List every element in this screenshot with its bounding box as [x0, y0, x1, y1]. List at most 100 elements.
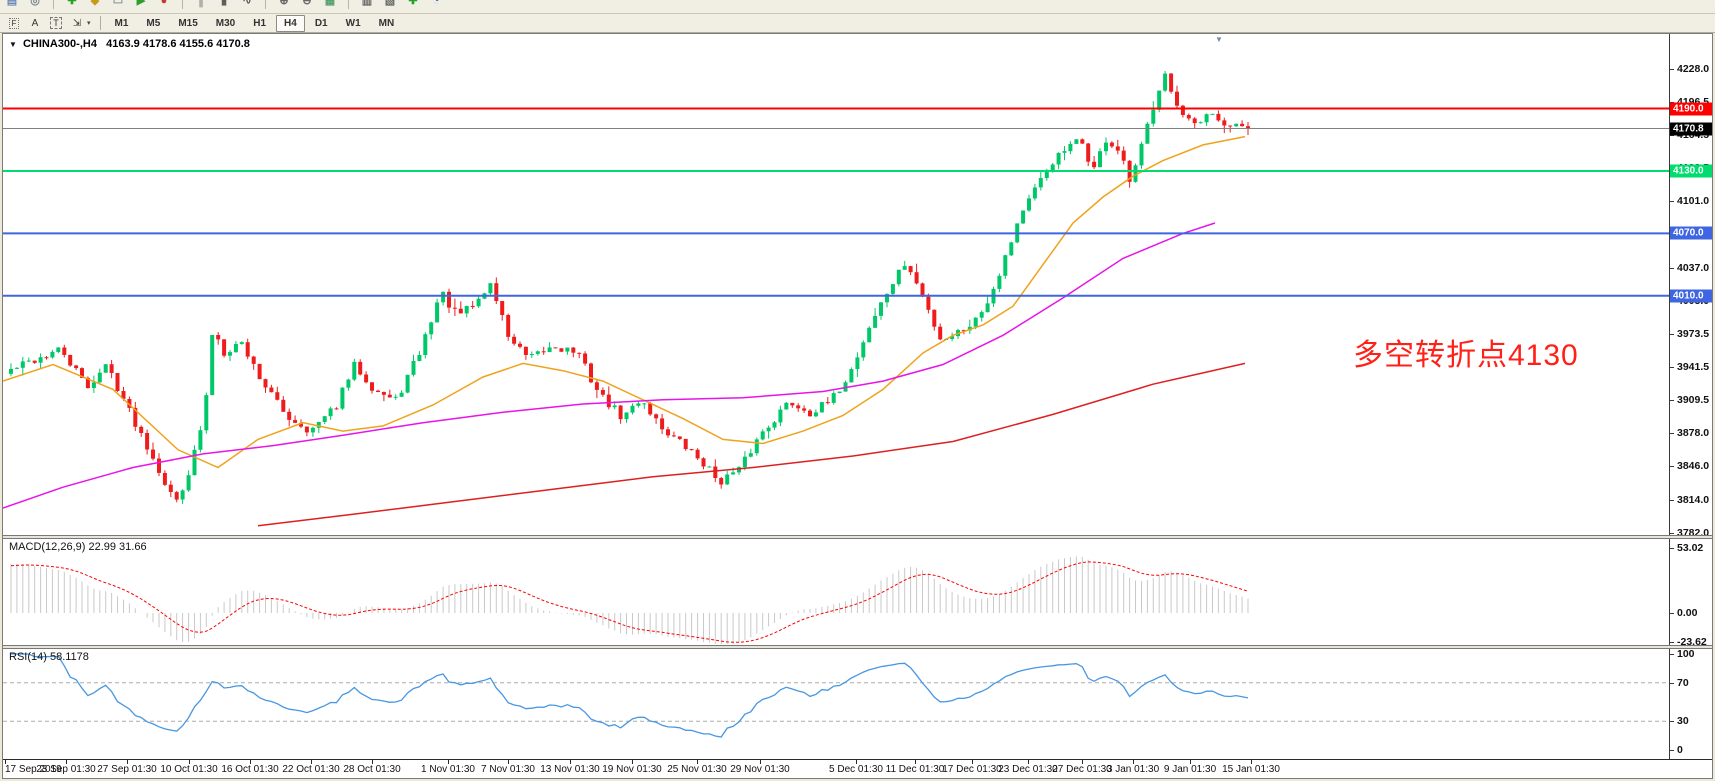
print-icon[interactable]: ▭	[112, 0, 124, 7]
tick-mark	[1670, 268, 1674, 269]
new-chart-icon[interactable]: ▤	[6, 0, 18, 7]
bar-chart-icon[interactable]: ║	[197, 0, 205, 7]
zoom-icon[interactable]: ◎	[30, 0, 40, 7]
time-axis: 17 Sep 2019 23 Sep 01:30 27 Sep 01:30 10 Oc…	[3, 759, 1712, 778]
time-tick	[1082, 760, 1083, 764]
rsi-indicator-label: RSI(14) 58.1178	[9, 651, 89, 663]
chart-plot-area[interactable]	[3, 34, 1669, 759]
price-tick: 3909.5	[1677, 394, 1710, 406]
autotrading-icon[interactable]: ▶	[136, 0, 146, 7]
price-tick: 3878.0	[1677, 427, 1710, 439]
tick-mark	[1670, 613, 1674, 614]
time-label: 7 Nov 01:30	[481, 764, 535, 775]
time-tick	[570, 760, 571, 764]
time-label: 27 Sep 01:30	[97, 764, 157, 775]
toolbar-separator	[99, 16, 101, 30]
price-tick: 3846.0	[1677, 460, 1710, 472]
time-label: 1 Nov 01:30	[421, 764, 475, 775]
refresh-icon[interactable]: ◔	[432, 0, 440, 7]
price-line-badge-4070.0: 4070.0	[1670, 226, 1712, 240]
tick-mark	[1670, 69, 1674, 70]
time-tick	[250, 760, 251, 764]
tick-mark	[1670, 433, 1674, 434]
macd-signal-line	[10, 561, 1249, 643]
time-label: 15 Jan 01:30	[1222, 764, 1280, 775]
chart-ohlc-values: 4163.9 4178.6 4155.6 4170.8	[106, 38, 250, 50]
pane-separator[interactable]	[3, 535, 1712, 539]
time-tick	[856, 760, 857, 764]
autoscroll-marker-icon[interactable]: ▼	[1215, 35, 1223, 44]
timeframe-button-M1[interactable]: M1	[114, 17, 129, 29]
ma-slow-line[interactable]	[257, 362, 1246, 527]
text-label-tool-icon[interactable]: T	[47, 16, 65, 31]
time-tick	[1028, 760, 1029, 764]
toolbar-separator	[53, 0, 54, 9]
macd-tick: 0.00	[1677, 607, 1698, 619]
ma-fast-line[interactable]	[3, 135, 1246, 469]
tick-mark	[1670, 683, 1674, 684]
time-label: 23 Dec 01:30	[998, 764, 1058, 775]
tick-mark	[1670, 135, 1674, 136]
zoom-in-icon[interactable]: ⊕	[279, 0, 289, 7]
macd-histogram	[10, 556, 1249, 644]
symbol-dropdown-icon[interactable]: ▼	[9, 40, 17, 49]
time-tick	[697, 760, 698, 764]
chart-text-annotation[interactable]: 多空转折点4130	[1353, 339, 1579, 372]
expert-advisor-icon[interactable]: ◆	[90, 0, 100, 7]
timeframe-button-M30[interactable]: M30	[215, 17, 236, 29]
new-order-icon[interactable]: ✚	[67, 0, 77, 7]
cascade-windows-icon[interactable]: ▧	[384, 0, 396, 7]
chart-window[interactable]: 4228.04196.54164.54132.54101.04069.54037…	[2, 33, 1713, 779]
time-tick	[372, 760, 373, 764]
tick-mark	[1670, 466, 1674, 467]
time-tick	[915, 760, 916, 764]
time-tick	[127, 760, 128, 764]
time-label: 22 Oct 01:30	[282, 764, 340, 775]
zoom-out-icon[interactable]: ⊖	[302, 0, 312, 7]
timeframe-button-M5[interactable]: M5	[146, 17, 161, 29]
toolbar-separator	[348, 0, 349, 9]
time-label: 28 Oct 01:30	[343, 764, 401, 775]
candlestick-series	[9, 71, 1250, 505]
timeframe-button-D1[interactable]: D1	[314, 17, 328, 29]
time-tick	[508, 760, 509, 764]
time-label: 5 Dec 01:30	[829, 764, 883, 775]
time-tick	[1251, 760, 1252, 764]
tile-windows-icon[interactable]: ▥	[361, 0, 373, 7]
line-chart-icon[interactable]: ∿	[242, 0, 252, 7]
drawing-tools-dropdown[interactable]: ⇲	[72, 17, 82, 29]
tick-mark	[1670, 721, 1674, 722]
timeframe-button-H4[interactable]: H4	[276, 14, 305, 32]
chart-symbol-period: CHINA300-,H4	[22, 38, 97, 50]
ma-mid-line[interactable]	[3, 222, 1216, 509]
stop-icon[interactable]: ●	[160, 0, 168, 7]
pane-separator[interactable]	[3, 645, 1712, 649]
time-tick	[189, 760, 190, 764]
tick-mark	[1670, 654, 1674, 655]
add-indicator-icon[interactable]: ✚	[408, 0, 418, 7]
indicators-list-icon[interactable]: ▦	[324, 0, 336, 7]
tick-mark	[1670, 500, 1674, 501]
charts-toolbar: F A T ⇲ ▾ M1 M5 M15 M30 H1 H4 D1 W1 MN	[0, 14, 1715, 33]
candlestick-chart-icon[interactable]: ▮	[220, 0, 228, 7]
arrow-tools-icon[interactable]: A	[31, 17, 39, 29]
tick-mark	[1670, 533, 1674, 534]
tick-mark	[1670, 750, 1674, 751]
time-label: 17 Dec 01:30	[942, 764, 1002, 775]
rsi-line	[11, 653, 1249, 738]
dropdown-caret-icon[interactable]: ▾	[87, 20, 91, 27]
timeframe-button-M15[interactable]: M15	[178, 17, 198, 29]
time-tick	[1133, 760, 1134, 764]
main-toolbar: ▤ ◎ ✚ ◆ ▭ ▶ ● ║ ▮ ∿ ⊕ ⊖ ▦ ▥ ▧ ✚ ◔	[0, 0, 1715, 14]
price-axis: 4228.04196.54164.54132.54101.04069.54037…	[1669, 34, 1712, 759]
macd-tick: 53.02	[1677, 542, 1704, 554]
timeframe-button-W1[interactable]: W1	[345, 17, 361, 29]
time-label: 19 Nov 01:30	[602, 764, 662, 775]
time-tick	[5, 760, 6, 764]
time-label: 23 Sep 01:30	[36, 764, 96, 775]
grid-tool-icon[interactable]: F	[5, 16, 23, 31]
rsi-tick: 0	[1677, 744, 1683, 756]
timeframe-button-H1[interactable]: H1	[253, 17, 267, 29]
timeframe-button-MN[interactable]: MN	[378, 17, 395, 29]
price-line-badge-4130.0: 4130.0	[1670, 164, 1712, 178]
